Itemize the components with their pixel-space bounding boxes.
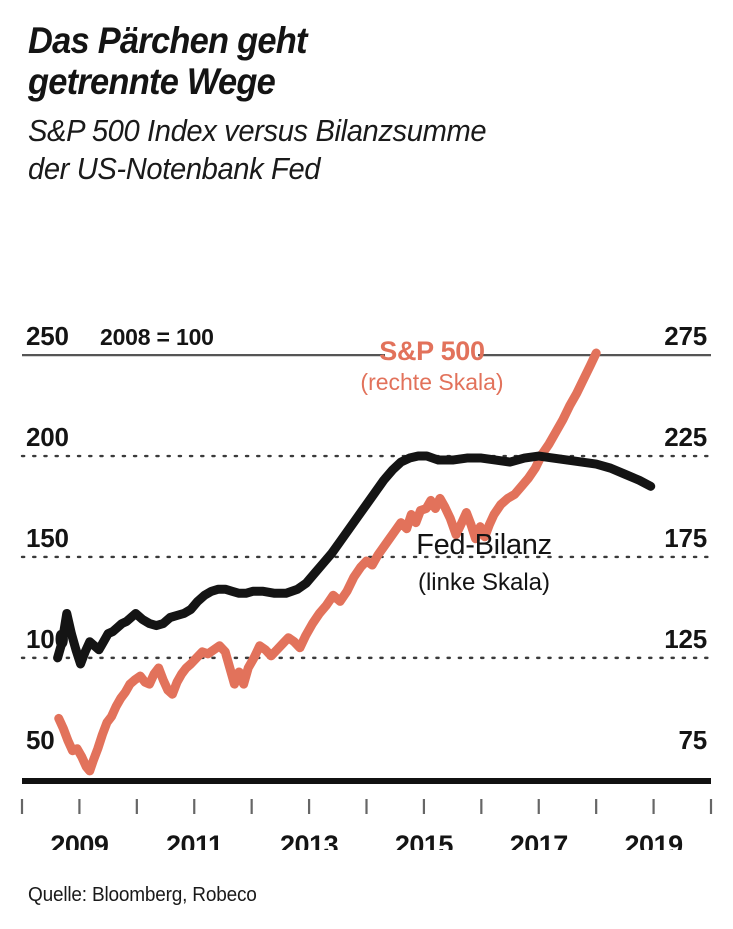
x-axis-label-2011: 2011 xyxy=(166,830,223,850)
y-axis-right-tick-225: 225 xyxy=(664,422,707,452)
chart-container: 50 100 150 200 250 75 125 175 225 275 2008 = 100 S&… xyxy=(0,290,733,850)
y-axis-left-tick-150: 150 xyxy=(26,523,69,553)
x-axis-label-2013: 2013 xyxy=(280,830,339,850)
legend-sublabel-sp500: (rechte Skala) xyxy=(360,369,503,395)
y-axis-right-tick-175: 175 xyxy=(664,523,707,553)
series-line-fed-bilanz xyxy=(53,451,656,669)
legend-label-sp500: S&P 500 xyxy=(379,336,484,366)
y-axis-left-tick-250: 250 xyxy=(26,321,69,351)
series-line-sp500 xyxy=(54,348,601,776)
x-axis-label-2017: 2017 xyxy=(510,830,568,850)
y-axis-left-tick-200: 200 xyxy=(26,422,69,452)
page-title: Das Pärchen geht getrennte Wege xyxy=(28,20,308,102)
x-axis-label-2015: 2015 xyxy=(395,830,454,850)
base-year-note: 2008 = 100 xyxy=(100,324,214,350)
page-subtitle: S&P 500 Index versus Bilanzsumme der US-… xyxy=(28,113,487,186)
x-axis-label-2009: 2009 xyxy=(50,830,109,850)
x-axis-label-2019: 2019 xyxy=(625,830,684,850)
source-note: Quelle: Bloomberg, Robeco xyxy=(28,884,257,906)
legend-label-fed: Fed-Bilanz xyxy=(416,529,552,561)
y-axis-left-tick-50: 50 xyxy=(26,725,55,755)
legend-sublabel-fed: (linke Skala) xyxy=(418,569,550,596)
headline-block: Das Pärchen geht getrennte Wege S&P 500 … xyxy=(28,20,628,188)
y-axis-right-tick-275: 275 xyxy=(664,321,707,351)
y-axis-right-tick-75: 75 xyxy=(678,725,707,755)
y-axis-right-tick-125: 125 xyxy=(664,624,707,654)
